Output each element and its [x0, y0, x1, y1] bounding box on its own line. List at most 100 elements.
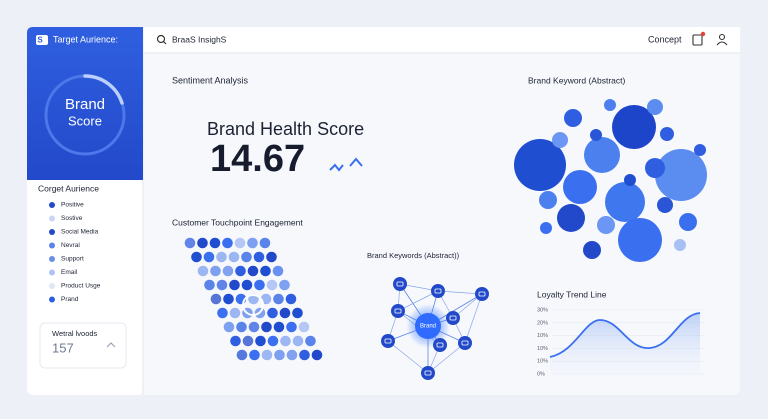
touchpoint-dot — [203, 251, 215, 263]
touchpoint-dot — [216, 251, 227, 263]
touchpoint-dot — [236, 321, 247, 333]
main-card — [27, 27, 740, 395]
touchpoint-dot — [298, 321, 310, 333]
logo — [36, 35, 48, 45]
touchpoint-dot — [229, 279, 240, 291]
network-edge — [397, 290, 439, 312]
y-axis-label: 10% — [537, 333, 548, 339]
touchpoint-dot — [305, 335, 316, 347]
score-value: 14.67 — [210, 138, 305, 180]
network-node — [446, 311, 460, 325]
network-center — [415, 313, 441, 339]
network-node — [431, 284, 445, 298]
audience-dot — [49, 256, 55, 262]
touchpoint-dot — [217, 307, 228, 319]
keyword-blob — [618, 218, 662, 262]
network-edge — [437, 290, 483, 295]
keyword-blob — [694, 144, 706, 156]
touchpoint-dot — [222, 237, 233, 249]
trend-icon — [349, 157, 363, 167]
network-edge — [427, 342, 466, 374]
user-name[interactable]: Concept — [648, 34, 682, 44]
y-axis-label: 30% — [537, 307, 548, 313]
audience-dot — [49, 242, 55, 249]
touchpoint-dot — [191, 251, 202, 263]
touchpoint-dot — [210, 265, 221, 277]
keyword-blob — [564, 109, 582, 127]
touchpoint-dot — [241, 279, 253, 291]
user-icon[interactable] — [718, 33, 726, 41]
touchpoint-dot — [210, 293, 222, 305]
touchpoint-dot — [242, 335, 254, 347]
gauge-subtitle: Score — [68, 113, 102, 128]
audience-item[interactable]: Product Usge — [61, 283, 101, 290]
keyword-blob — [612, 105, 656, 149]
network-edge — [464, 293, 483, 344]
keyword-blob — [679, 213, 697, 231]
touchpoint-dot — [286, 321, 297, 333]
audience-item[interactable]: Prand — [61, 296, 79, 303]
touchpoint-dot — [274, 349, 285, 361]
metric-chevron[interactable] — [106, 342, 116, 348]
search-text[interactable]: BraaS InsighS — [172, 34, 227, 44]
metric-label: Wetral lvoods — [52, 329, 98, 338]
audience-item[interactable]: Sostive — [61, 215, 83, 222]
gauge-title: Brand — [65, 96, 105, 113]
network-node — [393, 277, 407, 291]
touchpoint-dot — [279, 307, 291, 319]
touchpoint-dot — [235, 265, 246, 277]
audience-item[interactable]: Social Media — [61, 229, 99, 236]
touchpoint-dot — [255, 335, 266, 347]
notification-icon[interactable] — [692, 34, 703, 46]
search-icon[interactable] — [156, 34, 166, 44]
network-node — [458, 336, 472, 350]
touchpoint-dot — [229, 307, 241, 319]
touchpoint-dot — [273, 293, 284, 305]
keyword-blob — [540, 222, 552, 234]
network-node — [381, 334, 395, 348]
brand-name: Target Aurience: — [53, 34, 118, 44]
network-node — [475, 287, 489, 301]
keyword-cloud — [514, 99, 707, 262]
touchpoint-dot — [197, 237, 208, 249]
gauge-arc — [83, 74, 124, 105]
keyword-network: Brand — [381, 277, 489, 380]
keyword-blob — [584, 137, 620, 173]
loyalty-title: Loyalty Trend Line — [537, 289, 607, 299]
audience-item[interactable]: Positive — [61, 202, 84, 209]
y-axis-label: 20% — [537, 320, 548, 326]
keyword-blob — [624, 174, 636, 186]
touchpoint-dot — [197, 265, 209, 277]
top-bar — [143, 27, 740, 53]
keyword-blob — [604, 99, 616, 111]
network-node — [391, 304, 405, 318]
audience-dot — [49, 296, 55, 303]
audience-item[interactable]: Nevral — [61, 242, 80, 249]
search-icon-handle — [163, 41, 167, 45]
keyword-blob — [660, 127, 674, 141]
touchpoint-dot — [272, 265, 284, 277]
touchpoint-dot — [292, 307, 303, 319]
keyword-blob — [539, 191, 557, 209]
touchpoint-dot — [236, 349, 248, 361]
user-icon-body — [716, 41, 728, 46]
audience-item[interactable]: Email — [61, 269, 78, 276]
touchpoint-dot — [249, 349, 260, 361]
touchpoint-dot — [266, 251, 277, 263]
touchpoint-dot — [184, 237, 196, 249]
keyword-cloud-title: Brand Keyword (Abstract) — [528, 75, 625, 85]
keyword-blob — [557, 204, 585, 232]
metric-value: 157 — [52, 340, 74, 355]
notification-badge — [700, 31, 706, 37]
touchpoint-dot — [267, 335, 279, 347]
network-node-icon — [436, 342, 444, 348]
touchpoint-grid — [184, 237, 323, 361]
audience-item[interactable]: Support — [61, 256, 84, 263]
audience-dot — [49, 202, 55, 208]
touchpoint-dot — [247, 265, 259, 277]
touchpoint-dot — [266, 279, 278, 291]
touchpoint-dot — [285, 293, 297, 305]
metric-card — [39, 322, 127, 369]
keyword-blob — [590, 129, 602, 141]
touchpoint-dot — [216, 279, 228, 291]
